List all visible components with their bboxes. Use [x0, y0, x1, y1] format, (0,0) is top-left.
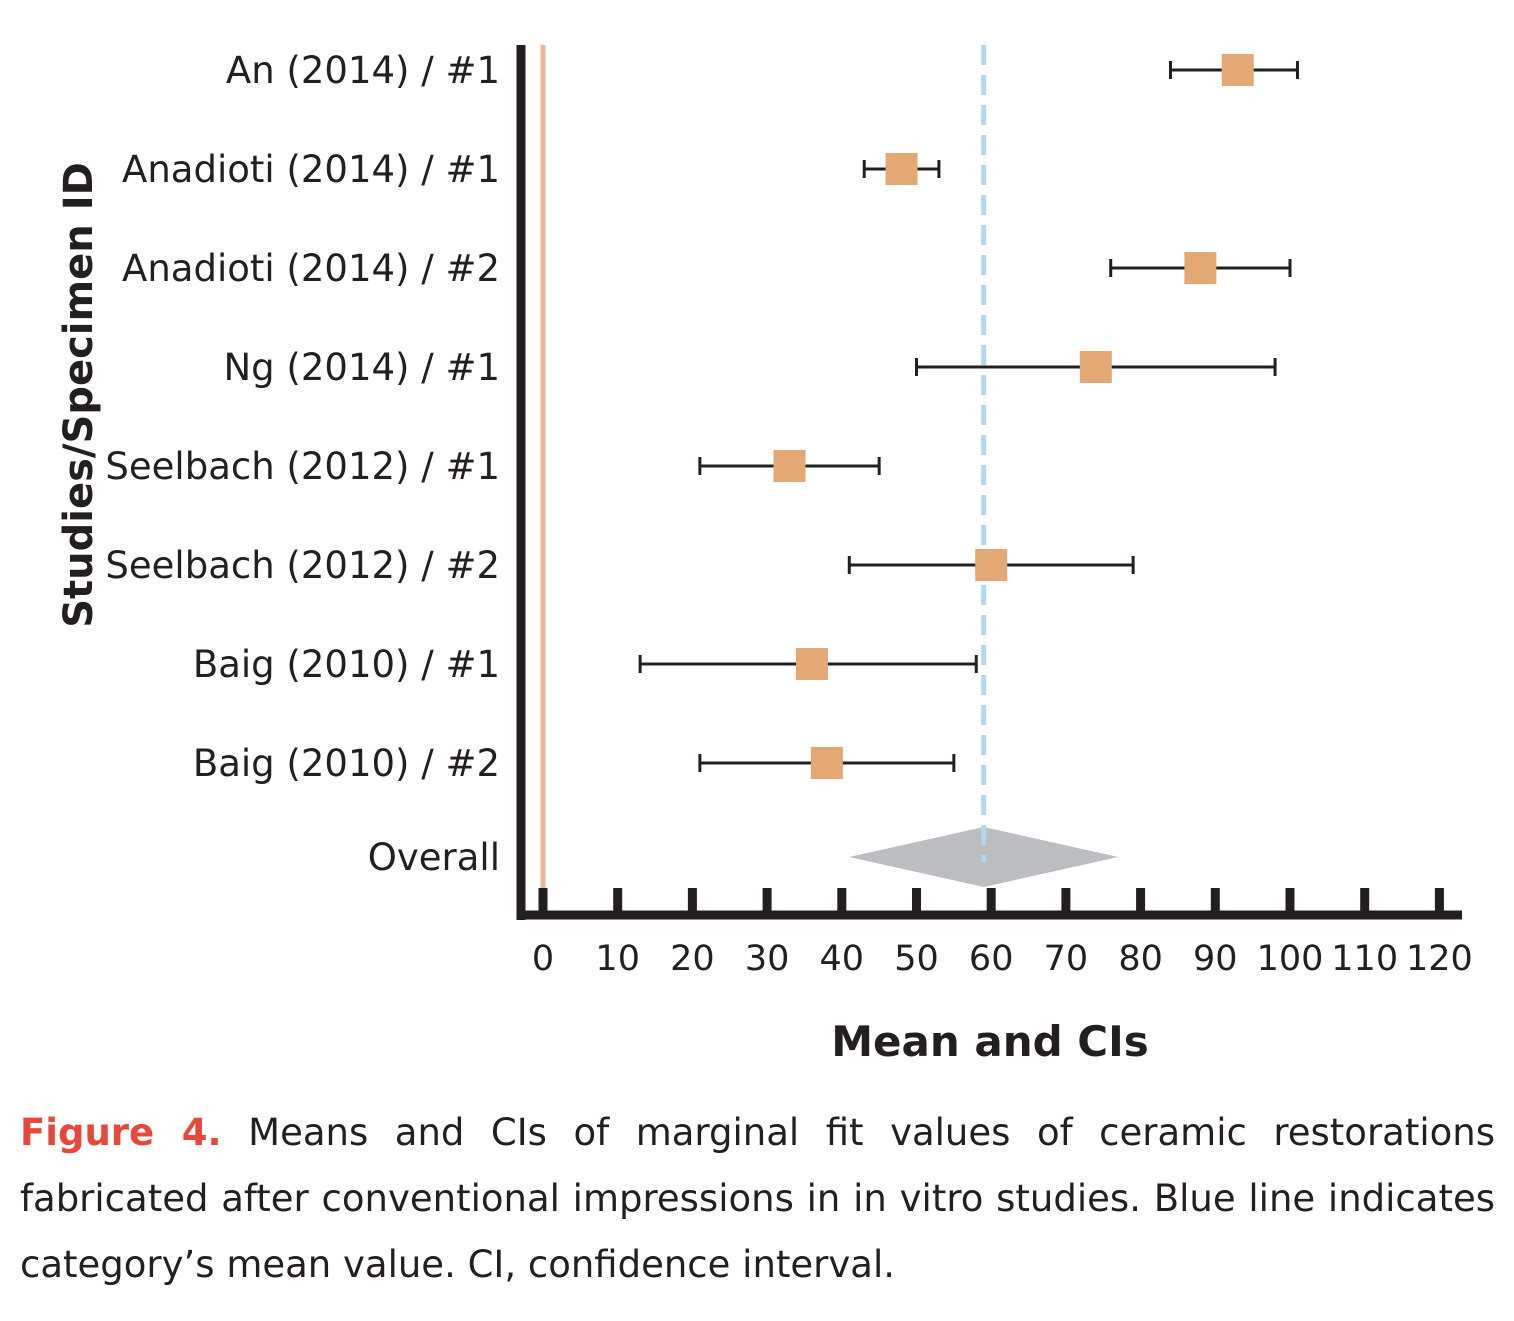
x-tick-label: 30	[745, 939, 790, 979]
x-tick-label: 20	[670, 939, 715, 979]
mean-marker	[810, 747, 843, 779]
study-label: Ng (2014) / #1	[224, 346, 501, 389]
study-label: Seelbach (2012) / #2	[105, 544, 500, 587]
x-tick-label: 80	[1118, 939, 1163, 979]
mean-marker	[885, 153, 918, 185]
forest-plot: Studies/Specimen ID Mean and CIs An (201…	[56, 45, 1473, 1066]
study-label: Baig (2010) / #1	[193, 643, 500, 686]
x-axis-label: Mean and CIs	[831, 1017, 1149, 1066]
x-tick-label: 0	[532, 939, 554, 979]
study-label: Baig (2010) / #2	[193, 742, 500, 785]
x-tick-label: 70	[1044, 939, 1089, 979]
mean-marker	[1184, 252, 1217, 284]
mean-marker	[1221, 54, 1254, 86]
overall-label: Overall	[368, 836, 500, 879]
figure-caption: Figure 4. Means and CIs of marginal fit …	[20, 1100, 1495, 1298]
study-label: An (2014) / #1	[226, 49, 500, 92]
x-tick-label: 100	[1257, 939, 1324, 979]
study-label: Seelbach (2012) / #1	[105, 445, 500, 488]
x-tick-label: 110	[1331, 939, 1398, 979]
caption-text: Means and CIs of marginal fit values of …	[20, 1111, 1495, 1286]
x-tick-label: 90	[1193, 939, 1238, 979]
study-label: Anadioti (2014) / #2	[122, 247, 500, 290]
mean-marker	[795, 648, 828, 680]
x-tick-label: 50	[894, 939, 939, 979]
x-tick-label: 10	[595, 939, 640, 979]
x-tick-label: 120	[1406, 939, 1473, 979]
mean-marker	[975, 549, 1008, 581]
mean-marker	[773, 450, 806, 482]
x-tick-label: 60	[969, 939, 1014, 979]
x-tick-label: 40	[820, 939, 865, 979]
caption-label: Figure 4.	[20, 1111, 222, 1154]
mean-marker	[1079, 351, 1112, 383]
y-axis-label: Studies/Specimen ID	[56, 162, 102, 628]
study-label: Anadioti (2014) / #1	[122, 148, 500, 191]
